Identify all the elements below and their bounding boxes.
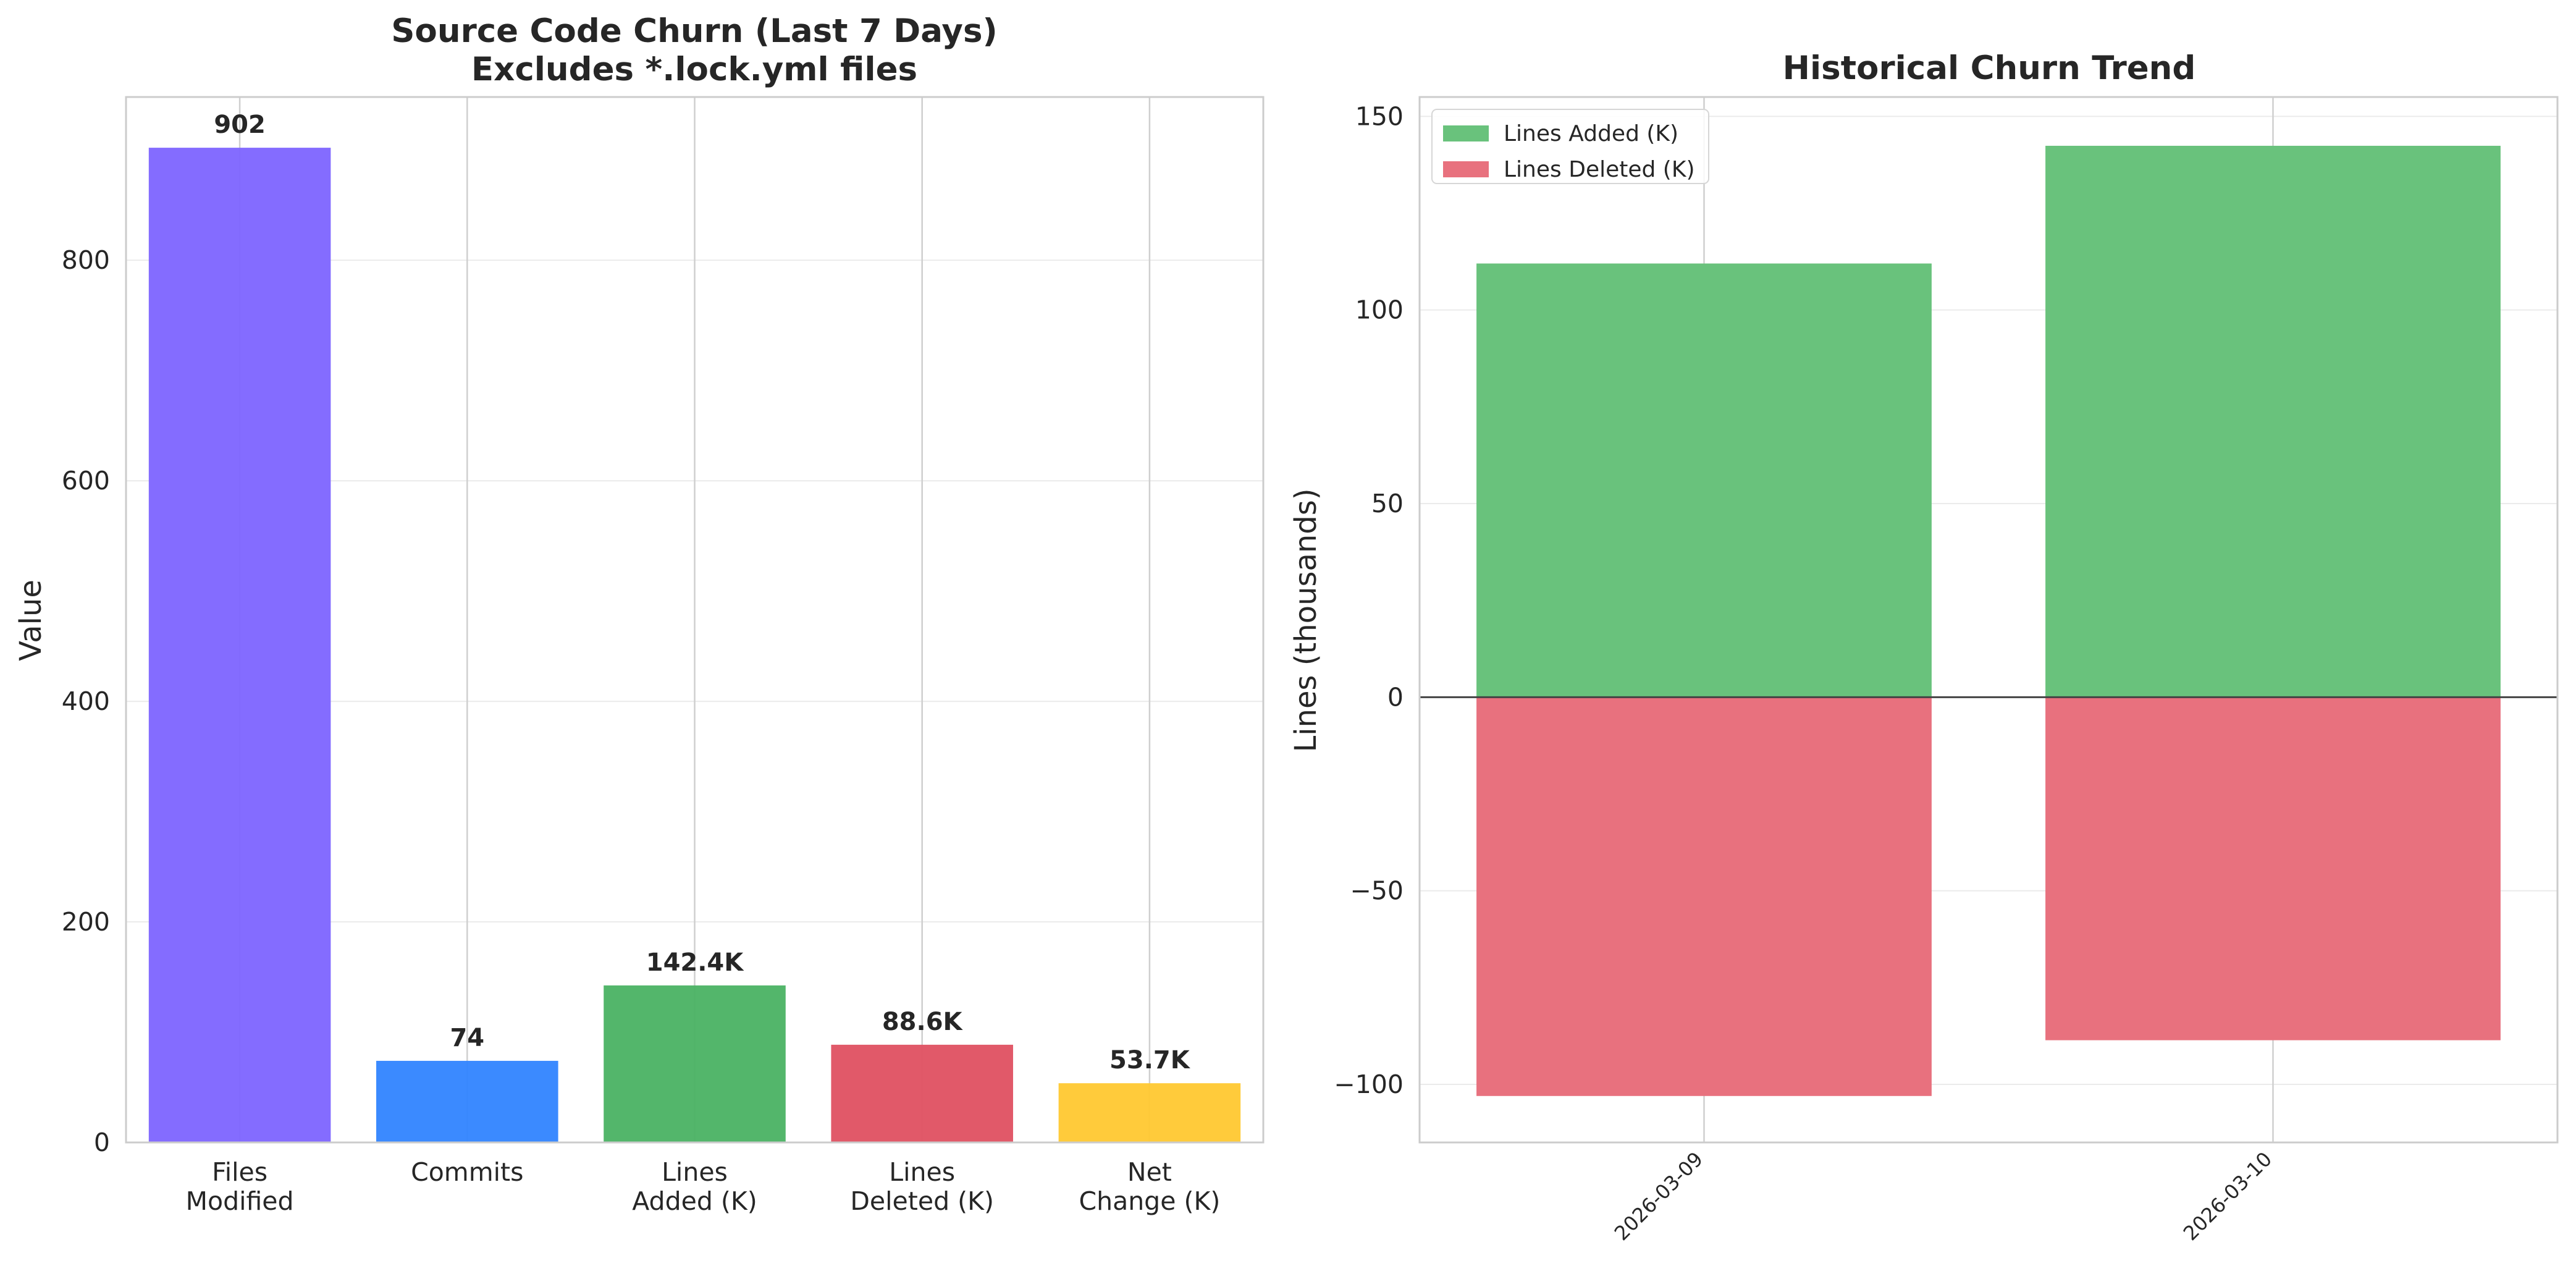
chart1-value-label: 53.7K: [1109, 1046, 1191, 1074]
chart2-legend-swatch: [1443, 161, 1489, 177]
chart2-legend-box: [1431, 109, 1709, 184]
chart1-x-tick-label: Modified: [186, 1186, 294, 1216]
chart2-bar: [1476, 697, 1932, 1096]
chart1-title: Source Code Churn (Last 7 Days): [391, 12, 997, 50]
chart1-bar: [831, 1044, 1013, 1142]
chart2-title: Historical Churn Trend: [1783, 49, 2196, 87]
chart1-y-tick-label: 0: [94, 1128, 110, 1157]
chart1-value-label: 88.6K: [882, 1008, 964, 1036]
chart2-x-tick-label: 2026-03-09: [1610, 1147, 1707, 1245]
chart2-legend-swatch: [1443, 125, 1489, 141]
chart1-x-tick-label: Commits: [411, 1157, 523, 1187]
chart1-y-tick-label: 800: [62, 245, 110, 275]
chart2-y-axis-label: Lines (thousands): [1289, 488, 1323, 752]
chart1-y-axis-label: Value: [14, 580, 48, 661]
chart1-bar: [1058, 1083, 1241, 1142]
chart2-y-tick-label: 50: [1371, 489, 1404, 518]
chart1-frame: [125, 96, 1265, 1144]
chart1-bar: [604, 985, 786, 1142]
chart1-value-label: 74: [450, 1024, 484, 1052]
chart1-y-tick-label: 400: [62, 686, 110, 716]
chart2-y-tick-label: 150: [1355, 101, 1404, 131]
chart-files-churn: Source Code Churn (Last 7 Days) Excludes…: [14, 12, 1265, 1216]
chart-historical-trend: Historical Churn Trend Lines (thousands)…: [1289, 49, 2559, 1245]
chart2-legend-label: Lines Deleted (K): [1504, 157, 1695, 182]
chart1-bar: [148, 148, 331, 1142]
chart2-plot-area: −100 −50 0 50 100 150 2026-03-09 2026-03-10 Line…: [1334, 96, 2559, 1245]
chart1-y-tick-label: 200: [62, 907, 110, 937]
chart1-x-tick-label: Lines: [889, 1157, 955, 1187]
chart2-y-tick-label: 0: [1387, 682, 1404, 712]
chart2-y-tick-label: −100: [1334, 1070, 1404, 1099]
chart1-subtitle: Excludes *.lock.yml files: [471, 51, 917, 88]
chart1-plot-area: 0 200 400 600 800 902 74 142.4K 88.6K 53.7K FilesM…: [62, 96, 1265, 1216]
chart2-legend: Lines Added (K) Lines Deleted (K): [1431, 109, 1709, 184]
chart1-x-tick-label: Lines: [662, 1157, 728, 1187]
chart2-bar: [1476, 263, 1932, 698]
chart2-x-tick-label: 2026-03-10: [2179, 1147, 2276, 1245]
chart2-y-tick-label: 100: [1355, 295, 1404, 325]
chart1-x-tick-label: Net: [1127, 1157, 1172, 1187]
chart1-x-tick-label: Added (K): [632, 1186, 757, 1216]
chart2-frame: [1418, 96, 2559, 1144]
chart2-bar: [2045, 697, 2501, 1041]
chart2-legend-label: Lines Added (K): [1504, 121, 1678, 146]
chart1-x-tick-label: Files: [212, 1157, 267, 1187]
chart1-x-tick-label: Change (K): [1079, 1186, 1220, 1216]
chart2-y-tick-label: −50: [1350, 876, 1404, 906]
chart2-bar: [2045, 145, 2501, 698]
chart1-x-tick-label: Deleted (K): [850, 1186, 994, 1216]
chart1-bar: [376, 1060, 558, 1142]
chart1-value-label: 902: [214, 111, 266, 139]
chart1-y-tick-label: 600: [62, 466, 110, 496]
chart1-value-label: 142.4K: [646, 948, 745, 977]
